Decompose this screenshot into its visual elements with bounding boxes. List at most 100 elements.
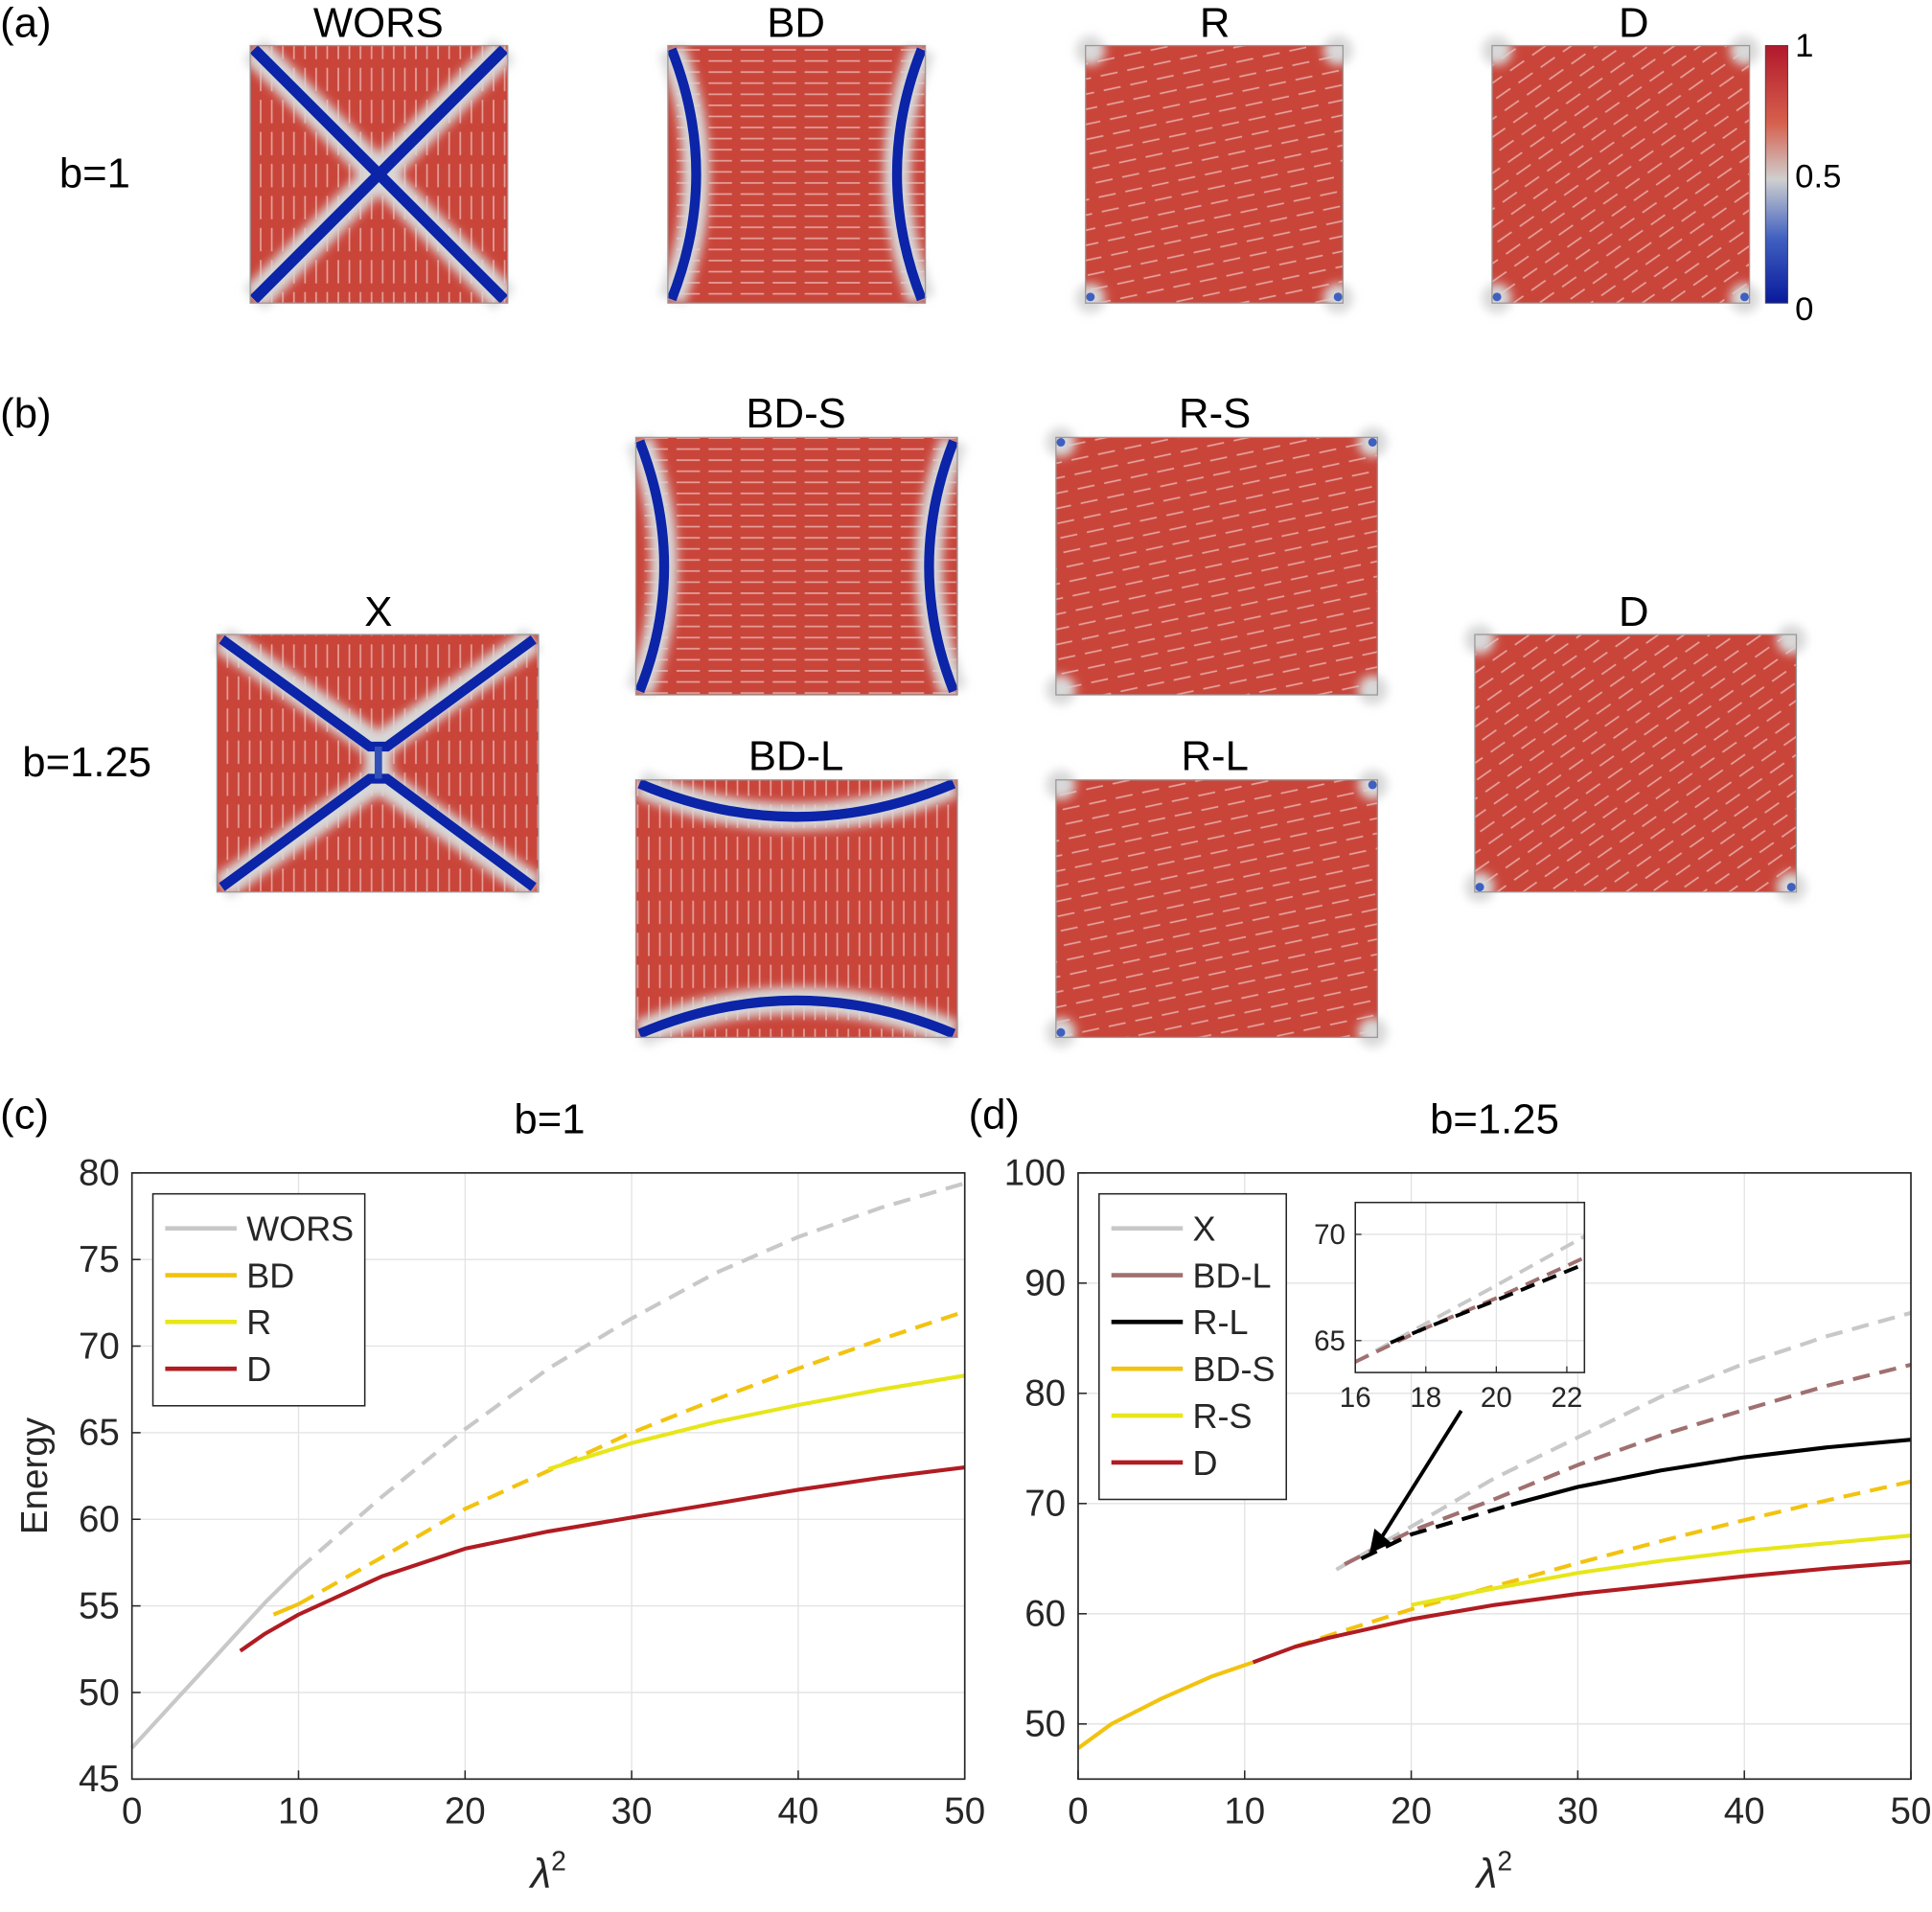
- y-tick-label: 55: [79, 1585, 120, 1626]
- field-image-x: [214, 628, 541, 899]
- x-tick-label: 40: [777, 1791, 818, 1832]
- legend-label-wors: WORS: [246, 1209, 354, 1249]
- panel-a-row-label: b=1: [59, 150, 130, 196]
- inset-pointer-arrowhead: [1369, 1528, 1392, 1554]
- series-line-wors: [130, 1568, 300, 1750]
- series-line-r-l: [1360, 1503, 1512, 1561]
- inset-plot-area: [1355, 1202, 1585, 1373]
- x-tick-label: 0: [122, 1791, 142, 1832]
- legend-box: [1098, 1192, 1288, 1501]
- panel-b-title-r-l: R-L: [1181, 732, 1248, 779]
- y-tick-label: 65: [79, 1413, 120, 1454]
- chart-d: (d) b=1.25 0 10 20 30 40 50 50 60 70 80 90 100 λ2 X BD-L…: [969, 1092, 1932, 1898]
- field-image-r: [1075, 35, 1353, 313]
- inset-series-line-r-l: [1390, 1262, 1586, 1345]
- series-line-bd-l: [1344, 1362, 1912, 1566]
- x-tick-label: 30: [611, 1791, 653, 1832]
- y-tick-label: 90: [1024, 1263, 1066, 1304]
- panel-a-title-r: R: [1200, 0, 1230, 47]
- series-line-d: [239, 1465, 965, 1653]
- x-axis-label-symbol: λ: [529, 1850, 552, 1897]
- panel-b-title-bd-s: BD-S: [746, 390, 845, 437]
- panel-b-title-r-s: R-S: [1179, 390, 1251, 437]
- inset-y-tick-label: 70: [1314, 1219, 1346, 1251]
- x-tick-label: 40: [1724, 1791, 1765, 1832]
- inset-pointer-arrow: [1377, 1409, 1463, 1542]
- x-axis-label: λ2: [529, 1845, 566, 1897]
- chart-title: b=1: [514, 1096, 585, 1143]
- legend-label-x: X: [1193, 1209, 1216, 1249]
- panel-label: (d): [969, 1092, 1020, 1139]
- panel-a-label: (a): [0, 0, 51, 47]
- x-tick-label: 30: [1557, 1791, 1598, 1832]
- inset-frame: [1354, 1201, 1586, 1373]
- x-axis-label: λ2: [1475, 1845, 1512, 1897]
- axes-frame: [1077, 1171, 1912, 1781]
- legend-label-bd-l: BD-L: [1193, 1255, 1272, 1295]
- inset-axes: 16 18 20 22 65 70: [1314, 1201, 1586, 1414]
- colorbar: 1 0.5 0: [1764, 28, 1841, 328]
- panel-b-title-x: X: [364, 588, 392, 635]
- chart-title: b=1.25: [1430, 1096, 1559, 1143]
- series-line-r: [547, 1373, 966, 1471]
- y-tick-label: 50: [79, 1672, 120, 1714]
- field-image-bd: [658, 44, 934, 305]
- field-image-r-l: [1046, 770, 1388, 1048]
- x-tick-label: 10: [1224, 1791, 1265, 1832]
- series-line-bd-s: [1076, 1660, 1254, 1750]
- panel-b-label: (b): [0, 390, 51, 437]
- panel-a-title-bd: BD: [767, 0, 825, 47]
- y-tick-label: 70: [1024, 1484, 1066, 1525]
- series-line-d: [1252, 1559, 1912, 1665]
- series-line-wors: [297, 1181, 966, 1572]
- y-tick-label: 60: [1024, 1594, 1066, 1635]
- y-tick-label: 60: [79, 1499, 120, 1540]
- series-line-bd: [297, 1309, 966, 1606]
- y-tick-label: 50: [1024, 1704, 1066, 1745]
- y-tick-label: 70: [79, 1325, 120, 1367]
- legend-label-r-l: R-L: [1193, 1302, 1249, 1342]
- x-tick-label: 50: [1891, 1791, 1932, 1832]
- x-tick-label: 0: [1068, 1791, 1088, 1832]
- y-axis-label: Energy: [14, 1417, 56, 1534]
- field-image-wors: [243, 38, 515, 311]
- field-image-r-s: [1046, 427, 1388, 705]
- panel-a-title-wors: WORS: [313, 0, 444, 47]
- colorbar-tick-0: 0: [1795, 291, 1813, 328]
- field-image-d: [1482, 35, 1760, 313]
- legend-label-bd: BD: [246, 1255, 294, 1295]
- x-axis-label-symbol: λ: [1475, 1850, 1498, 1897]
- inset-series-line-x: [1354, 1234, 1586, 1364]
- chart-c: (c) b=1 0 10 20 30 40 50 45 50 55 60 65 70 75 80 λ2 Energ…: [0, 1092, 985, 1898]
- x-tick-label: 10: [278, 1791, 319, 1832]
- colorbar-tick-0-5: 0.5: [1795, 158, 1841, 195]
- legend-label-d: D: [1193, 1443, 1218, 1483]
- x-axis-label-superscript: 2: [1497, 1845, 1512, 1876]
- y-tick-label: 80: [79, 1153, 120, 1194]
- series-line-r-s: [1411, 1533, 1912, 1607]
- inset-y-tick-label: 65: [1314, 1325, 1346, 1357]
- series-line-r-l: [1510, 1438, 1912, 1508]
- colorbar-tick-1: 1: [1795, 28, 1813, 64]
- inset-x-tick-label: 22: [1552, 1382, 1583, 1414]
- y-tick-label: 100: [1004, 1153, 1066, 1194]
- series-line-bd-s: [1294, 1479, 1912, 1649]
- axes-frame: [130, 1171, 966, 1781]
- series-line-bd: [272, 1601, 300, 1617]
- x-axis-label-superscript: 2: [551, 1845, 566, 1876]
- panel-b-title-bd-l: BD-L: [748, 732, 844, 779]
- inset-x-tick-label: 18: [1410, 1382, 1441, 1414]
- legend-label-bd-s: BD-S: [1193, 1349, 1276, 1389]
- x-tick-label: 20: [445, 1791, 486, 1832]
- inset-x-tick-label: 20: [1481, 1382, 1512, 1414]
- y-tick-label: 80: [1024, 1373, 1066, 1415]
- x-tick-label: 50: [944, 1791, 985, 1832]
- legend-label-d: D: [246, 1349, 271, 1389]
- legend-label-r-s: R-S: [1193, 1396, 1253, 1436]
- y-tick-label: 45: [79, 1759, 120, 1800]
- field-image-bd-l: [633, 771, 959, 1047]
- legend-label-r: R: [246, 1302, 271, 1342]
- panel-b-row-label: b=1.25: [22, 739, 151, 786]
- field-image-d-b: [1464, 624, 1806, 903]
